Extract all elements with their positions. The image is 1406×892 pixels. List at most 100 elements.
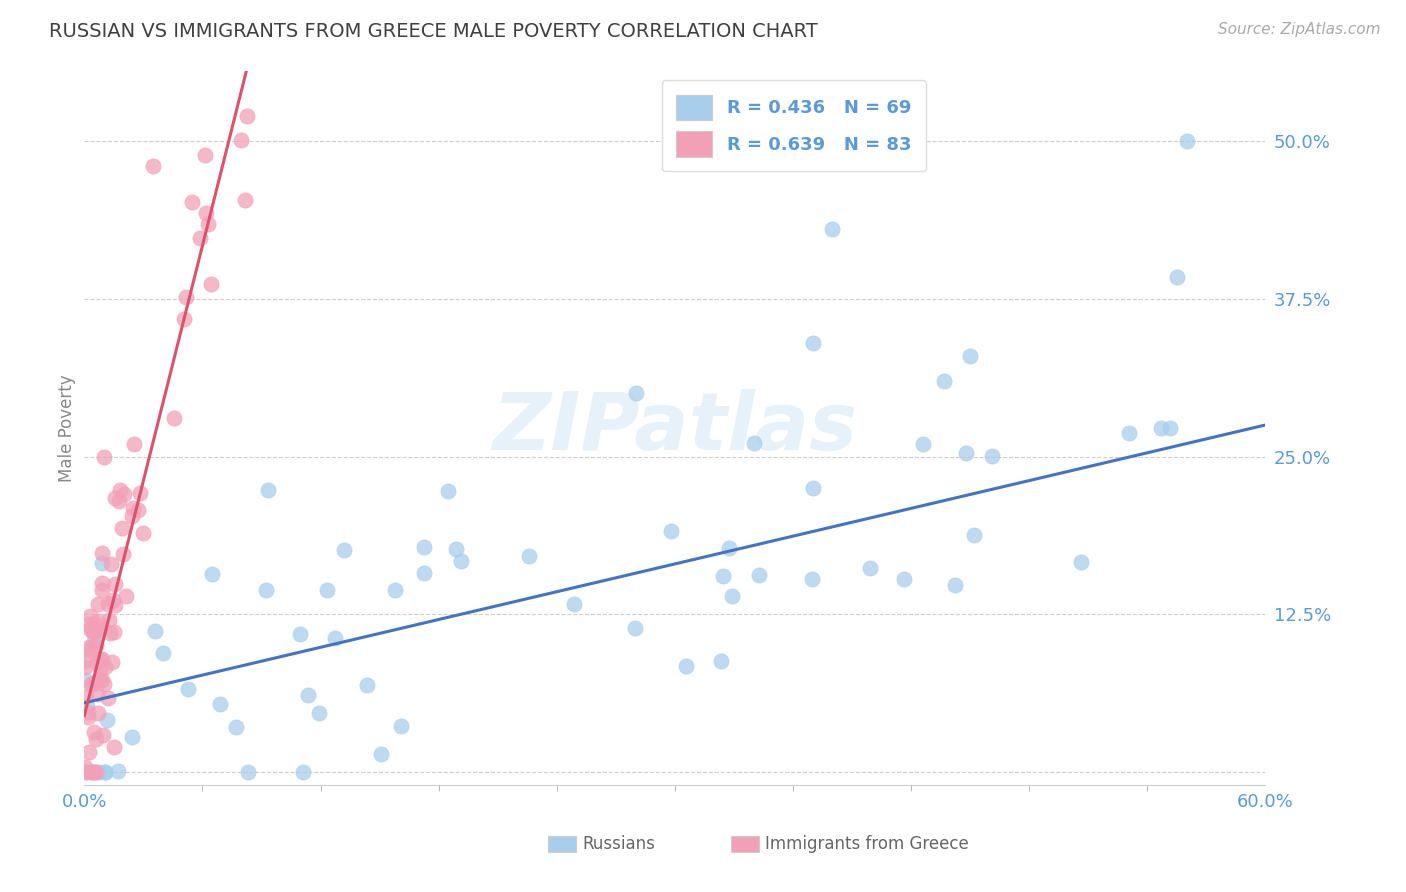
Point (90, 576, 112, 591)
Point (87, 598, 110, 612)
Point (86, 765, 108, 780)
Point (323, 632, 346, 646)
Point (710, 654, 733, 668)
Point (83, 765, 105, 780)
Point (91, 652, 114, 666)
Point (83, 633, 105, 648)
Point (821, 222, 844, 236)
Point (101, 592, 124, 607)
Point (858, 561, 880, 575)
Point (89, 661, 111, 675)
Point (959, 349, 981, 363)
Text: Immigrants from Greece: Immigrants from Greece (765, 835, 969, 853)
Point (174, 290, 197, 304)
Point (233, 193, 256, 207)
Point (83, 676, 105, 690)
Point (75, 765, 97, 780)
Point (91, 673, 114, 687)
Point (412, 566, 434, 580)
Point (152, 646, 174, 660)
Point (93, 450, 115, 464)
Point (624, 621, 647, 635)
Point (893, 572, 915, 586)
Point (412, 540, 434, 554)
Point (254, 582, 277, 597)
Point (288, 627, 311, 641)
Point (624, 386, 647, 401)
Point (122, 501, 145, 516)
Point (86, 614, 108, 628)
Point (801, 481, 824, 495)
Point (103, 739, 125, 754)
Point (721, 589, 744, 603)
Point (84, 638, 107, 652)
Point (181, 194, 204, 209)
Point (76, 710, 98, 724)
Point (177, 681, 200, 696)
Text: Russians: Russians (582, 835, 655, 853)
Point (103, 625, 125, 640)
Point (80, 677, 103, 691)
Point (93, 677, 115, 691)
Point (163, 411, 186, 425)
Point (1175, 134, 1198, 148)
Point (90, 546, 112, 560)
Point (173, 311, 195, 326)
Point (127, 502, 149, 516)
Point (748, 568, 770, 582)
Point (333, 542, 356, 557)
Point (436, 483, 458, 498)
Point (108, 483, 131, 497)
Point (308, 706, 330, 720)
Point (132, 525, 155, 540)
Point (87, 623, 110, 637)
Point (73, 654, 96, 668)
Point (91, 582, 114, 597)
Point (103, 598, 125, 612)
Point (122, 437, 145, 451)
Text: ZIPatlas: ZIPatlas (492, 389, 858, 467)
Point (96, 713, 118, 727)
Point (200, 277, 222, 291)
Point (128, 486, 150, 500)
Point (77, 745, 100, 759)
Point (1118, 425, 1140, 440)
Point (444, 541, 467, 556)
Point (89, 652, 111, 666)
Point (943, 577, 966, 591)
Point (236, 109, 259, 123)
Point (188, 231, 211, 245)
Point (195, 206, 218, 220)
Point (112, 487, 135, 501)
Point (94, 765, 117, 780)
Point (77, 640, 100, 655)
Point (1070, 555, 1092, 569)
Point (76, 699, 98, 714)
Legend: R = 0.436   N = 69, R = 0.639   N = 83: R = 0.436 N = 69, R = 0.639 N = 83 (662, 80, 925, 171)
Text: Source: ZipAtlas.com: Source: ZipAtlas.com (1218, 22, 1381, 37)
Point (108, 494, 131, 508)
Point (101, 655, 124, 669)
Point (94, 765, 117, 780)
Point (73, 660, 96, 674)
Point (91, 556, 114, 570)
Point (77, 705, 100, 719)
Point (107, 764, 129, 778)
Point (356, 678, 378, 692)
Point (94, 660, 117, 674)
Point (79, 609, 101, 624)
Point (370, 747, 392, 761)
Point (201, 567, 224, 582)
Point (83, 615, 105, 630)
Point (104, 491, 127, 506)
Point (801, 335, 824, 350)
Point (225, 719, 247, 733)
Point (80, 765, 103, 780)
Point (229, 133, 252, 147)
Point (97, 597, 120, 611)
Point (384, 582, 406, 597)
Point (562, 597, 585, 611)
Point (89, 623, 111, 637)
Point (97, 691, 120, 706)
Point (257, 483, 280, 498)
